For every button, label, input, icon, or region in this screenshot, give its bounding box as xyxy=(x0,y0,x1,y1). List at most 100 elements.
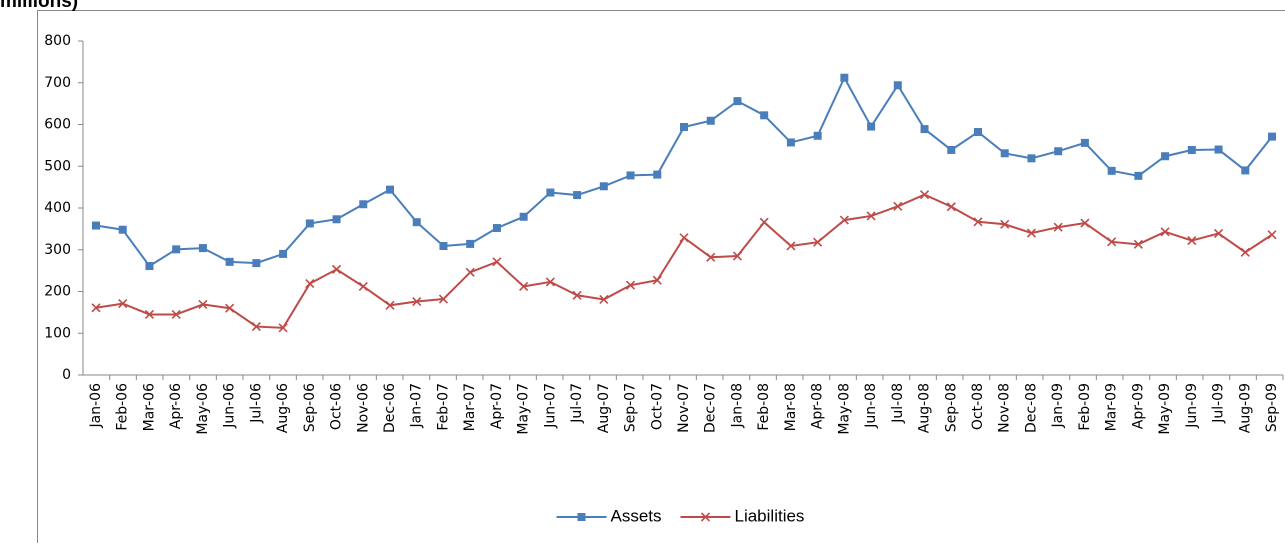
marker xyxy=(578,513,586,521)
x-tick-label: Nov-08 xyxy=(997,383,1013,433)
marker xyxy=(226,258,234,266)
marker xyxy=(520,213,528,221)
x-tick-label: Apr-06 xyxy=(168,383,184,429)
y-tick-label: 700 xyxy=(44,75,71,91)
x-tick-label: Jul-09 xyxy=(1211,383,1227,424)
x-tick-label: Nov-06 xyxy=(355,383,371,433)
marker xyxy=(707,117,715,125)
x-tick-label: Aug-09 xyxy=(1237,383,1253,433)
x-tick-label: Feb-07 xyxy=(435,383,451,431)
legend-label: Assets xyxy=(611,506,662,525)
marker xyxy=(306,280,314,288)
x-tick-label: Jan-09 xyxy=(1050,383,1066,428)
marker xyxy=(787,138,795,146)
y-tick-label: 600 xyxy=(44,117,71,133)
marker xyxy=(921,125,929,133)
marker xyxy=(840,74,848,82)
x-tick-label: Jun-07 xyxy=(542,383,558,429)
y-tick-label: 400 xyxy=(44,200,71,216)
marker xyxy=(145,262,153,270)
x-tick-label: Nov-07 xyxy=(676,383,692,433)
x-tick-label: Jun-08 xyxy=(863,383,879,429)
marker xyxy=(627,171,635,179)
x-tick-label: Jul-08 xyxy=(890,383,906,424)
marker xyxy=(867,123,875,131)
marker xyxy=(493,258,501,266)
x-tick-label: Sep-08 xyxy=(943,383,959,432)
marker xyxy=(680,234,688,242)
marker xyxy=(413,218,421,226)
marker xyxy=(199,244,207,252)
series-line xyxy=(96,195,1272,328)
marker xyxy=(1054,147,1062,155)
x-tick-label: Jun-06 xyxy=(222,383,238,429)
x-tick-label: Jul-06 xyxy=(248,383,264,424)
x-tick-label: Jan-06 xyxy=(88,383,104,429)
y-tick-label: 500 xyxy=(44,158,71,174)
marker xyxy=(947,203,955,211)
marker xyxy=(493,224,501,232)
marker xyxy=(1027,154,1035,162)
marker xyxy=(947,146,955,154)
x-tick-label: Dec-08 xyxy=(1023,383,1039,433)
x-tick-label: Apr-07 xyxy=(489,383,505,429)
marker xyxy=(1215,146,1223,154)
y-tick-label: 800 xyxy=(44,33,71,49)
marker xyxy=(653,171,661,179)
x-tick-label: Dec-07 xyxy=(703,383,719,433)
marker xyxy=(600,182,608,190)
marker xyxy=(333,215,341,223)
marker xyxy=(1161,152,1169,160)
x-tick-label: May-08 xyxy=(836,383,852,435)
x-tick-label: Mar-07 xyxy=(462,383,478,431)
marker xyxy=(359,282,367,290)
x-tick-label: May-07 xyxy=(516,383,532,435)
marker xyxy=(680,123,688,131)
x-tick-label: Sep-09 xyxy=(1264,383,1280,432)
marker xyxy=(1108,167,1116,175)
y-tick-label: 200 xyxy=(44,284,71,300)
x-tick-label: Aug-08 xyxy=(917,383,933,433)
x-tick-label: Oct-08 xyxy=(970,383,986,430)
marker xyxy=(359,200,367,208)
x-tick-label: Aug-07 xyxy=(596,383,612,433)
marker xyxy=(894,81,902,89)
marker xyxy=(92,222,100,230)
marker xyxy=(279,250,287,258)
marker xyxy=(733,97,741,105)
marker xyxy=(814,132,822,140)
x-tick-label: Jan-07 xyxy=(409,383,425,428)
y-tick-label: 300 xyxy=(44,242,71,258)
x-tick-label: May-09 xyxy=(1157,383,1173,435)
x-tick-label: Jul-07 xyxy=(569,383,585,424)
x-tick-label: Mar-09 xyxy=(1104,383,1120,431)
marker xyxy=(1241,166,1249,174)
x-tick-label: Apr-09 xyxy=(1130,383,1146,429)
x-tick-label: May-06 xyxy=(195,383,211,435)
x-tick-label: Mar-08 xyxy=(783,383,799,431)
x-tick-label: Mar-06 xyxy=(141,383,157,431)
x-tick-label: Dec-06 xyxy=(382,383,398,433)
marker xyxy=(1241,248,1249,256)
legend-item: Assets xyxy=(557,506,662,525)
marker xyxy=(921,191,929,199)
x-tick-label: Feb-06 xyxy=(115,383,131,431)
marker xyxy=(252,259,260,267)
x-tick-label: Oct-06 xyxy=(329,383,345,430)
marker xyxy=(1081,139,1089,147)
y-tick-label: 100 xyxy=(44,325,71,341)
marker xyxy=(1188,146,1196,154)
marker xyxy=(119,226,127,234)
marker xyxy=(546,189,554,197)
x-tick-label: Apr-08 xyxy=(810,383,826,429)
marker xyxy=(974,128,982,136)
x-tick-label: Jan-08 xyxy=(729,383,745,428)
legend-item: Liabilities xyxy=(681,506,805,525)
marker xyxy=(466,240,474,248)
legend-label: Liabilities xyxy=(735,506,805,525)
x-tick-label: Jun-09 xyxy=(1184,383,1200,429)
x-tick-label: Oct-07 xyxy=(649,383,665,430)
marker xyxy=(386,186,394,194)
